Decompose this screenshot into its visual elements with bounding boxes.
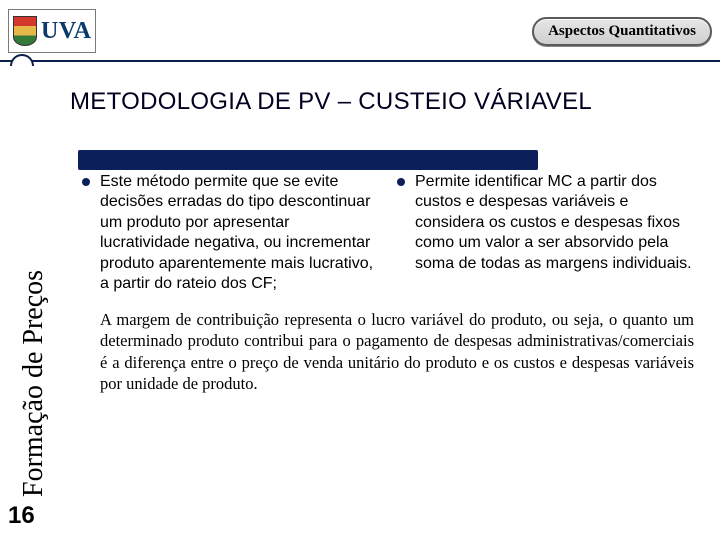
slide-title: METODOLOGIA DE PV – CUSTEIO VÁRIAVEL bbox=[70, 88, 690, 116]
navy-accent-bar bbox=[78, 150, 538, 170]
page-number: 16 bbox=[8, 502, 35, 530]
bullet-list-left: Este método permite que se evite decisõe… bbox=[82, 172, 379, 295]
header-bar: UVA Aspectos Quantitativos bbox=[8, 8, 712, 54]
header-chip: Aspectos Quantitativos bbox=[532, 17, 712, 46]
uva-shield-icon bbox=[13, 16, 37, 46]
bullet-right-1: Permite identificar MC a partir dos cust… bbox=[397, 172, 694, 274]
bullet-left-1: Este método permite que se evite decisõe… bbox=[82, 172, 379, 295]
col-left: Este método permite que se evite decisõe… bbox=[82, 172, 379, 295]
bullet-list-right: Permite identificar MC a partir dos cust… bbox=[397, 172, 694, 274]
content-area: Este método permite que se evite decisõe… bbox=[82, 150, 694, 395]
col-right: Permite identificar MC a partir dos cust… bbox=[397, 172, 694, 295]
bullet-columns: Este método permite que se evite decisõe… bbox=[82, 172, 694, 295]
divider-line bbox=[0, 60, 720, 62]
logo-text: UVA bbox=[41, 18, 91, 45]
logo: UVA bbox=[8, 9, 96, 53]
paragraph: A margem de contribuição representa o lu… bbox=[82, 309, 694, 395]
divider-cap-icon bbox=[10, 54, 34, 66]
side-label: Formação de Preços bbox=[18, 270, 50, 497]
